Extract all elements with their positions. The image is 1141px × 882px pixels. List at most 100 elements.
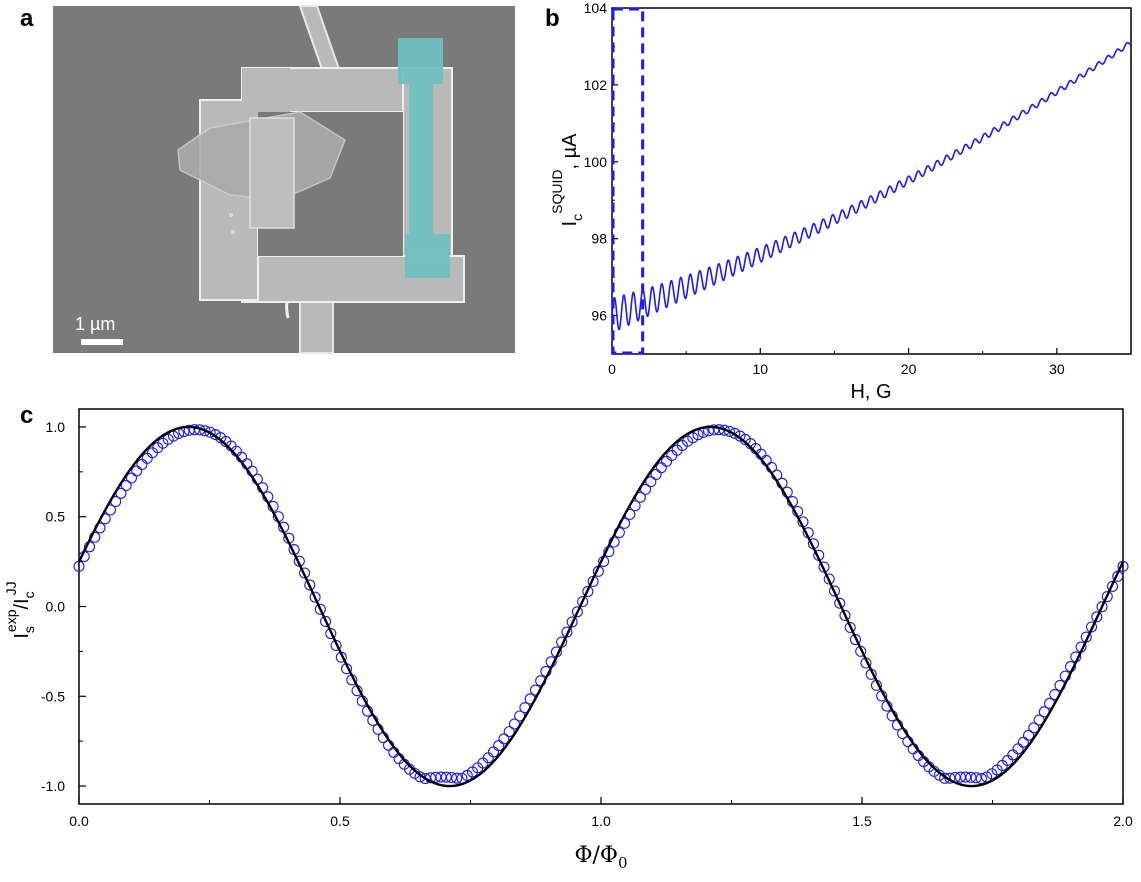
chart-c-ticks — [78, 426, 1124, 804]
chart-b-highlight-box — [611, 7, 645, 355]
chart-b-ticks — [611, 7, 1058, 354]
chart-c-data-point — [503, 726, 515, 738]
chart-c-data-point — [687, 432, 699, 444]
chart-c-data-point — [1012, 743, 1024, 755]
chart-c-data-point — [839, 609, 851, 621]
chart-c-data-point — [314, 603, 326, 615]
chart-c-data-point — [655, 462, 667, 474]
chart-b-ylabel-main: I — [559, 221, 581, 227]
chart-c-data-point — [440, 771, 452, 783]
chart-c-data-point — [125, 472, 138, 484]
chart-c-data-point — [666, 449, 678, 462]
chart-c-fit-line — [77, 425, 1125, 788]
chart-b-ylabel-unit: , µA — [559, 133, 581, 170]
chart-c-data-point — [975, 773, 987, 785]
chart-c-y-tick-label: -1.0 — [41, 778, 65, 794]
chart-b-y-tick-labels: 96 98 100 102 104 — [584, 0, 608, 324]
sem-dot — [231, 230, 235, 234]
chart-c-data-point — [451, 772, 463, 784]
chart-c-y-tick-label: 0.5 — [46, 509, 66, 525]
chart-c-data-point — [325, 627, 337, 640]
chart-b-y-tick-label: 102 — [584, 77, 608, 93]
chart-b-x-tick-label: 20 — [901, 361, 917, 377]
chart-c-data-point — [320, 615, 332, 628]
chart-c-y-tick-label: 0.0 — [46, 599, 66, 615]
svg-text:Isexp/IcJJ: Isexp/IcJJ — [3, 581, 37, 638]
chart-c-xlabel-main: Φ/Φ — [574, 843, 617, 868]
chart-c-data-point — [577, 596, 589, 608]
chart-b-ylabel-sup: SQUID — [549, 170, 565, 214]
chart-c-x-tick-label: 1.5 — [852, 813, 872, 829]
chart-c-data-point — [1117, 560, 1129, 572]
chart-c-x-tick-label: 2.0 — [1113, 813, 1133, 829]
chart-c-ylabel-i2: /I — [11, 598, 33, 609]
sem-cyan-pad-bottom — [405, 234, 450, 278]
svg-text:IcSQUID, µA: Ic SQUID, µA — [549, 133, 585, 227]
chart-c-data-point — [209, 429, 221, 441]
chart-c-data-point — [131, 465, 143, 477]
chart-c-data-point — [828, 585, 841, 597]
panel-label-b: b — [545, 5, 560, 32]
chart-c-x-tick-labels: 0.0 0.5 1.0 1.5 2.0 — [69, 813, 1133, 829]
chart-c-data-point — [723, 425, 736, 437]
chart-c-data-point — [661, 455, 673, 467]
chart-b: 0 10 20 30 96 98 100 102 104 H, G Ic SQUID, µA — [549, 0, 1132, 403]
chart-c-data-point — [304, 579, 316, 591]
chart-c-data-point — [823, 573, 835, 585]
chart-c-data-point — [1028, 722, 1040, 734]
chart-c-data-point — [309, 591, 321, 603]
chart-c-ylabel-exp: exp — [3, 609, 19, 632]
chart-b-x-tick-label: 10 — [752, 361, 768, 377]
sem-cyan-bridge — [409, 84, 433, 234]
chart-c-y-tick-label: -0.5 — [41, 688, 65, 704]
chart-c-data-point — [834, 597, 846, 609]
chart-c-data-point — [1091, 611, 1103, 623]
chart-b-x-axis-label: H, G — [850, 381, 891, 403]
chart-c-xlabel-sub: 0 — [618, 854, 628, 872]
chart-c-y-axis-label: Isexp/IcJJ — [3, 581, 37, 638]
chart-c-data-point — [445, 771, 458, 784]
chart-c-data-point — [1017, 736, 1029, 748]
chart-c-data-point — [844, 621, 856, 634]
chart-c-data-point — [965, 771, 977, 783]
chart-c-data-point — [419, 773, 431, 785]
chart-c-x-tick-label: 0.0 — [69, 813, 89, 829]
chart-b-y-tick-label: 96 — [591, 308, 607, 324]
chart-c-ylabel-c: c — [21, 591, 37, 598]
chart-c-x-axis-label: Φ/Φ0 — [574, 843, 627, 872]
sem-electrode — [249, 117, 295, 229]
chart-c-data-point — [1101, 590, 1113, 603]
chart-c-data-point — [582, 585, 594, 598]
chart-c-y-tick-label: 1.0 — [46, 419, 66, 435]
chart-c-data-point — [645, 476, 657, 488]
chart-b-y-tick-label: 104 — [584, 0, 608, 16]
chart-c-data-point — [729, 427, 741, 439]
chart-c-data-point — [1023, 729, 1035, 741]
sem-scale-bar-label: 1 µm — [75, 314, 115, 334]
chart-b-y-tick-label: 98 — [591, 231, 607, 247]
chart-c-data-point — [1007, 749, 1019, 761]
chart-c-ylabel-jj: JJ — [3, 581, 19, 595]
chart-b-x-tick-label: 0 — [608, 361, 616, 377]
chart-b-series-line — [611, 41, 1132, 331]
chart-b-ylabel-sub: c — [569, 214, 585, 221]
chart-c-x-tick-label: 1.0 — [591, 813, 611, 829]
chart-c-data-point — [199, 425, 211, 437]
chart-c-data-point — [487, 746, 500, 758]
chart-c-data-point — [1096, 601, 1108, 613]
chart-c-data-point — [493, 740, 505, 752]
panel-label-a: a — [20, 5, 34, 32]
chart-c-x-tick-label: 0.5 — [330, 813, 350, 829]
chart-c-data-point — [136, 458, 148, 470]
sem-scale-bar — [81, 339, 123, 345]
sem-cyan-pad-top — [398, 38, 443, 84]
chart-c-data-point — [141, 452, 153, 464]
sem-dot — [229, 213, 233, 217]
chart-c-data-point — [120, 479, 132, 492]
chart-c: 0.0 0.5 1.0 1.5 2.0 1.0 0.5 0.0 -0.5 -1.0 Φ/Φ0 I… — [3, 408, 1133, 872]
chart-b-frame — [611, 7, 1132, 355]
chart-c-data-point — [498, 733, 510, 745]
chart-b-x-tick-labels: 0 10 20 30 — [608, 361, 1065, 377]
chart-c-data-point — [566, 616, 578, 628]
